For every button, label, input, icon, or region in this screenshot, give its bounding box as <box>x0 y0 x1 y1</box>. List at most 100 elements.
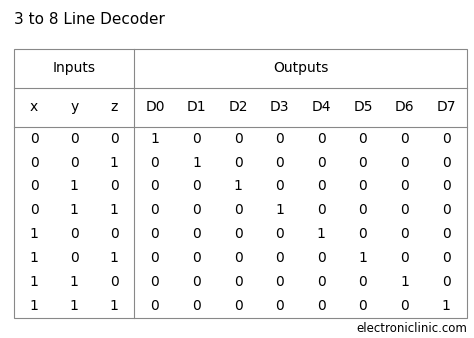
Text: 1: 1 <box>358 251 367 265</box>
Text: 1: 1 <box>442 299 450 313</box>
Text: 1: 1 <box>70 299 79 313</box>
Text: D4: D4 <box>311 100 331 114</box>
Text: 0: 0 <box>151 227 159 241</box>
Text: D3: D3 <box>270 100 290 114</box>
Text: 0: 0 <box>234 227 243 241</box>
Text: 0: 0 <box>358 227 367 241</box>
Text: 1: 1 <box>110 203 118 217</box>
Text: electroniclinic.com: electroniclinic.com <box>356 322 467 335</box>
Text: 0: 0 <box>275 132 284 146</box>
Text: 0: 0 <box>151 203 159 217</box>
Text: 0: 0 <box>234 203 243 217</box>
Text: 0: 0 <box>442 179 450 193</box>
Text: 0: 0 <box>192 299 201 313</box>
Text: x: x <box>30 100 38 114</box>
Text: 0: 0 <box>30 179 38 193</box>
Text: D6: D6 <box>395 100 414 114</box>
Text: 1: 1 <box>110 251 118 265</box>
Text: 0: 0 <box>358 132 367 146</box>
Text: 0: 0 <box>70 132 79 146</box>
Text: 0: 0 <box>234 132 243 146</box>
Text: 0: 0 <box>275 227 284 241</box>
Text: 1: 1 <box>70 203 79 217</box>
Text: 0: 0 <box>151 155 159 170</box>
Text: 0: 0 <box>317 155 326 170</box>
Text: 0: 0 <box>275 251 284 265</box>
Text: 0: 0 <box>234 251 243 265</box>
Text: z: z <box>110 100 118 114</box>
Text: 0: 0 <box>110 227 118 241</box>
Text: 0: 0 <box>442 132 450 146</box>
Text: Inputs: Inputs <box>53 62 96 75</box>
Text: 0: 0 <box>70 251 79 265</box>
Text: 1: 1 <box>275 203 284 217</box>
Text: 0: 0 <box>30 155 38 170</box>
Text: 3 to 8 Line Decoder: 3 to 8 Line Decoder <box>14 12 165 27</box>
Text: 1: 1 <box>70 275 79 289</box>
Text: 0: 0 <box>317 299 326 313</box>
Text: 0: 0 <box>358 275 367 289</box>
Text: 0: 0 <box>30 132 38 146</box>
Text: 1: 1 <box>110 299 118 313</box>
Text: 0: 0 <box>70 227 79 241</box>
Text: 0: 0 <box>400 132 409 146</box>
Text: 0: 0 <box>192 203 201 217</box>
Text: 0: 0 <box>358 299 367 313</box>
Text: y: y <box>70 100 78 114</box>
Text: 1: 1 <box>400 275 409 289</box>
Text: 0: 0 <box>442 155 450 170</box>
Text: 0: 0 <box>442 275 450 289</box>
Text: 0: 0 <box>442 203 450 217</box>
Text: 1: 1 <box>70 179 79 193</box>
Text: 1: 1 <box>30 251 39 265</box>
Text: 0: 0 <box>442 251 450 265</box>
Text: 0: 0 <box>275 155 284 170</box>
Text: 0: 0 <box>358 203 367 217</box>
Text: 1: 1 <box>30 275 39 289</box>
Text: 0: 0 <box>192 179 201 193</box>
Text: 0: 0 <box>192 275 201 289</box>
Text: 0: 0 <box>234 155 243 170</box>
Text: D1: D1 <box>187 100 206 114</box>
Text: 1: 1 <box>151 132 159 146</box>
Text: 0: 0 <box>192 132 201 146</box>
Text: 1: 1 <box>317 227 326 241</box>
Text: 0: 0 <box>110 132 118 146</box>
Text: 1: 1 <box>30 299 39 313</box>
Text: 1: 1 <box>234 179 243 193</box>
Text: 0: 0 <box>400 251 409 265</box>
Text: 0: 0 <box>234 275 243 289</box>
Text: 0: 0 <box>110 179 118 193</box>
Text: 0: 0 <box>151 299 159 313</box>
Text: 0: 0 <box>400 299 409 313</box>
Text: 0: 0 <box>192 227 201 241</box>
Text: 1: 1 <box>192 155 201 170</box>
Text: 0: 0 <box>275 275 284 289</box>
Text: D5: D5 <box>353 100 373 114</box>
Text: 0: 0 <box>400 227 409 241</box>
Bar <box>14 49 467 318</box>
Text: 0: 0 <box>358 155 367 170</box>
Text: D7: D7 <box>437 100 456 114</box>
Text: 0: 0 <box>442 227 450 241</box>
Text: 0: 0 <box>317 203 326 217</box>
Text: 0: 0 <box>151 275 159 289</box>
Text: 0: 0 <box>358 179 367 193</box>
Text: 0: 0 <box>317 179 326 193</box>
Text: 0: 0 <box>400 179 409 193</box>
Text: 0: 0 <box>192 251 201 265</box>
Text: 1: 1 <box>110 155 118 170</box>
Text: 0: 0 <box>110 275 118 289</box>
Text: 0: 0 <box>317 275 326 289</box>
Text: 0: 0 <box>317 251 326 265</box>
Text: 0: 0 <box>317 132 326 146</box>
Text: 1: 1 <box>30 227 39 241</box>
Text: 0: 0 <box>400 155 409 170</box>
Text: Outputs: Outputs <box>273 62 328 75</box>
Text: 0: 0 <box>275 179 284 193</box>
Text: D0: D0 <box>145 100 165 114</box>
Text: 0: 0 <box>400 203 409 217</box>
Text: D2: D2 <box>228 100 248 114</box>
Text: 0: 0 <box>30 203 38 217</box>
Text: 0: 0 <box>151 251 159 265</box>
